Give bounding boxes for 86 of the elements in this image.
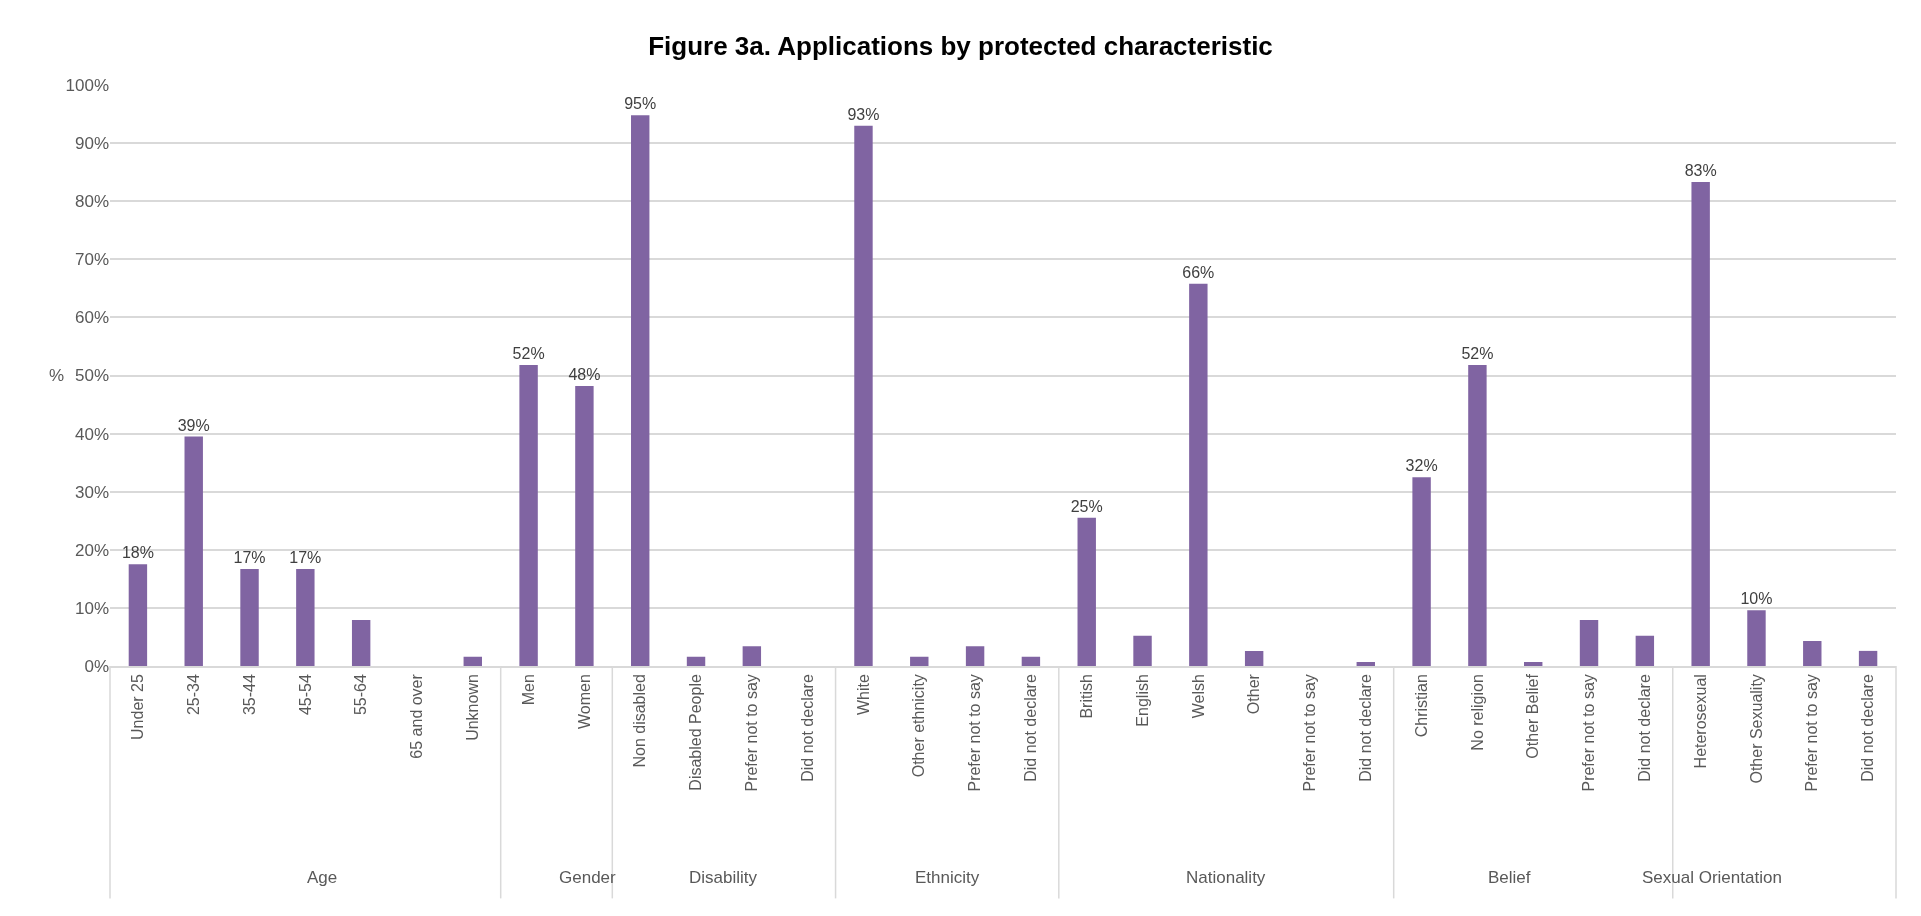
bar [1691,182,1710,666]
y-tick-label: 90% [74,134,109,154]
y-tick-label: 30% [74,482,109,502]
data-label: 93% [847,105,880,123]
data-label: 25% [1070,497,1103,515]
y-tick-label: 100% [65,75,109,95]
x-tick-label: Women [575,674,593,729]
bar [463,656,482,666]
y-tick-label: 0% [84,656,109,676]
bar [1189,283,1208,666]
y-tick-label: 20% [74,540,109,560]
bar [184,436,203,666]
bar [1356,661,1375,666]
x-tick-label: Disabled People [687,674,705,791]
x-tick-label: Non disabled [631,674,649,768]
x-tick-label: Other Sexuality [1747,674,1765,784]
x-tick-label: 25-34 [184,674,202,716]
x-tick-label: English [1133,674,1151,727]
x-tick-label: Other ethnicity [910,674,928,778]
x-tick-label: No religion [1468,674,1486,751]
x-tick-label: Did not declare [1356,674,1374,782]
x-tick-label: 55-64 [352,674,370,716]
data-label: 95% [624,95,657,113]
y-tick-label: 60% [74,308,109,328]
data-label: 39% [177,416,210,434]
x-axis-title: Nationality [1186,868,1266,887]
bar [128,564,148,666]
y-tick-label: 80% [74,192,109,212]
x-tick-label: Christian [1412,674,1430,738]
x-axis-title: Age [307,868,338,887]
x-tick-label: Prefer not to say [966,674,984,792]
x-axis-title: Belief [1488,868,1531,887]
x-tick-label: White [854,674,872,716]
x-tick-label: Men [519,674,537,706]
bar [1244,650,1264,666]
x-tick-label: Did not declare [798,674,816,782]
data-label: 17% [233,548,266,566]
x-tick-label: Heterosexual [1691,674,1709,769]
x-tick-label: Other [1245,673,1263,715]
y-tick-label: 40% [74,424,109,444]
data-label: 83% [1684,162,1717,180]
bar [1579,620,1599,666]
text: Figure 3a. Applications by protected characteristic [648,30,1273,61]
x-tick-label: Unknown [463,674,481,741]
bar [240,568,259,666]
data-label: 52% [1461,345,1494,363]
x-axis-title: Disability [689,868,758,887]
y-tick-label: 50% [74,366,109,386]
x-tick-label: 35-44 [240,674,258,716]
x-tick-label: Did not declare [1859,674,1877,782]
x-tick-label: Prefer not to say [1580,674,1598,792]
bar [351,620,371,666]
bar [1468,365,1487,666]
x-tick-label: Prefer not to say [1301,674,1319,792]
bar [1133,635,1152,666]
data-label: 66% [1182,263,1215,281]
data-label: 52% [512,345,545,363]
bar [1803,641,1822,666]
x-tick-label: British [1077,674,1095,719]
bar [1858,650,1878,666]
bar [1635,635,1655,666]
x-tick-label: Prefer not to say [743,674,761,792]
data-label: 18% [121,544,154,562]
x-tick-label: 65 and over [408,673,426,759]
x-axis-title: Gender [559,868,617,887]
x-axis-title: Ethnicity [915,868,980,887]
bar [296,568,315,666]
bar [1077,517,1096,666]
y-axis-title: % [49,366,65,385]
x-tick-label: Prefer not to say [1803,674,1821,792]
data-label: 48% [568,365,601,383]
bar [1524,661,1543,666]
x-tick-label: Welsh [1189,674,1207,719]
x-tick-label: Under 25 [129,674,147,740]
x-tick-label: Did not declare [1636,674,1654,782]
bar [1747,610,1766,666]
x-tick-label: 45-54 [296,674,314,716]
bar [1412,477,1431,666]
x-axis-title: Sexual Orientation [1642,868,1782,887]
data-label: 32% [1405,457,1438,475]
x-tick-label: Did not declare [1022,674,1040,782]
y-tick-label: 10% [74,598,109,618]
data-label: 10% [1740,590,1773,608]
y-tick-label: 70% [74,250,109,270]
data-label: 17% [289,548,322,566]
x-tick-label: Other Belief [1524,673,1542,759]
